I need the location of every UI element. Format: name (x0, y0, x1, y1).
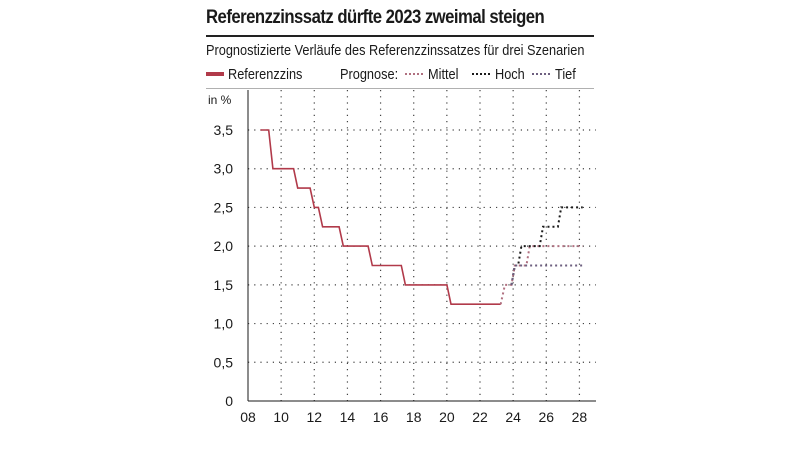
legend-label-tief: Tief (555, 65, 576, 83)
y-axis-unit-label: in % (208, 93, 232, 107)
y-tick-label-1-5: 1,5 (214, 277, 234, 293)
series-line-hoch (510, 206, 583, 286)
y-tick-label-3-5: 3,5 (214, 122, 234, 138)
x-tick-label-10: 10 (273, 409, 289, 425)
legend-item-referenzzins: Referenzzins (206, 63, 316, 85)
legend-swatch-hoch (472, 73, 490, 75)
y-tick-label-2-5: 2,5 (214, 199, 234, 215)
legend-swatch-referenzzins (206, 72, 224, 76)
x-tick-label-26: 26 (538, 409, 554, 425)
legend-swatch-mittel (405, 73, 423, 75)
series-line-mittel (499, 245, 583, 305)
series-line-tief (510, 264, 583, 286)
chart-title: Referenzzinssatz dürfte 2023 zweimal ste… (206, 7, 545, 28)
series-line-referenzzins (260, 129, 501, 306)
legend-item-tief: Tief (532, 63, 579, 85)
x-tick-label-12: 12 (306, 409, 322, 425)
x-tick-label-14: 14 (340, 409, 356, 425)
legend-label-prognose: Prognose: (340, 65, 399, 83)
legend-label-referenzzins: Referenzzins (228, 65, 303, 83)
chart-legend: Referenzzins Prognose: Mittel Hoch Tief (206, 63, 596, 85)
x-tick-label-08: 08 (240, 409, 256, 425)
tick-labels: 0 0,5 1,0 1,5 2,0 2,5 3,0 3,5 08 10 12 14 16 18 20 22 24… (208, 93, 587, 425)
legend-item-hoch: Hoch (472, 63, 530, 85)
y-tick-label-0-5: 0,5 (214, 354, 234, 370)
legend-label-hoch: Hoch (495, 65, 525, 83)
x-tick-label-28: 28 (572, 409, 588, 425)
legend-item-mittel: Mittel (405, 63, 464, 85)
title-divider (206, 35, 594, 37)
x-tick-label-18: 18 (406, 409, 422, 425)
x-tick-label-16: 16 (373, 409, 389, 425)
legend-swatch-tief (532, 73, 550, 75)
x-tick-label-24: 24 (505, 409, 521, 425)
legend-divider (206, 88, 594, 89)
y-tick-label-2-0: 2,0 (214, 238, 234, 254)
legend-label-mittel: Mittel (428, 65, 459, 83)
axes (247, 90, 596, 402)
y-tick-label-1-0: 1,0 (214, 316, 234, 332)
x-tick-label-22: 22 (472, 409, 488, 425)
y-tick-label-3-0: 3,0 (214, 161, 234, 177)
x-tick-label-20: 20 (439, 409, 455, 425)
series-lines (260, 129, 583, 306)
chart-subtitle: Prognostizierte Verläufe des Referenzzin… (206, 42, 585, 59)
y-tick-label-0: 0 (225, 393, 233, 409)
legend-prognose: Prognose: (340, 63, 408, 85)
